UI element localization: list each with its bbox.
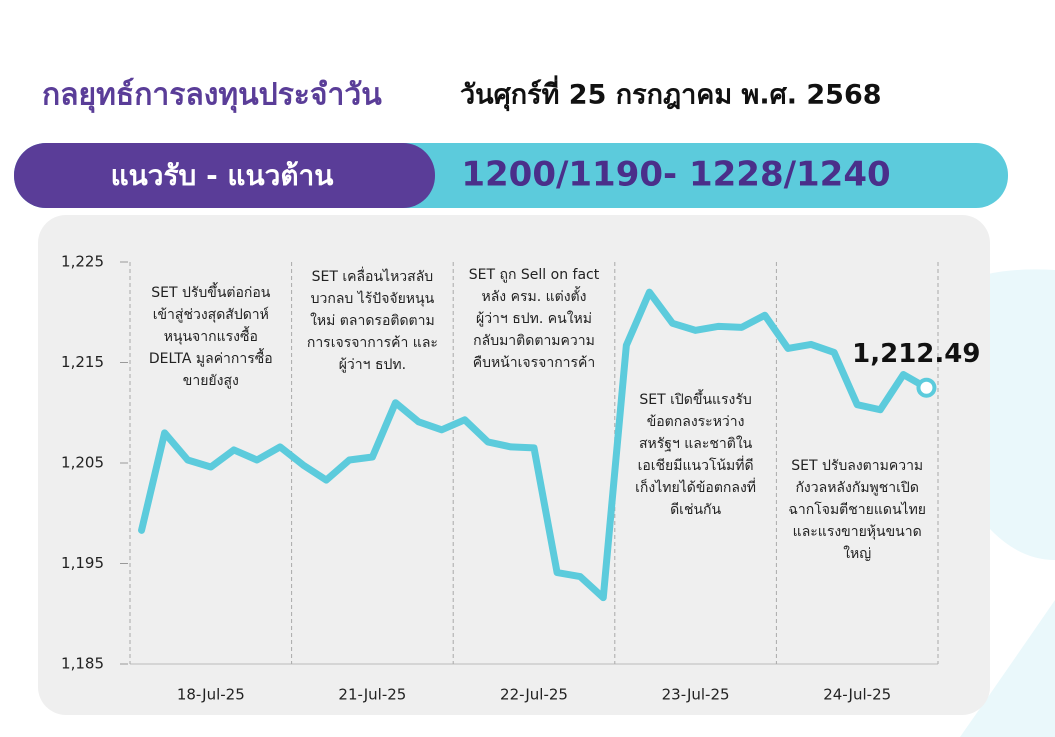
banner-label-bg bbox=[14, 143, 435, 208]
y-tick-label: 1,215 bbox=[61, 353, 104, 371]
annotation: ผู้ว่าฯ ธปท. bbox=[339, 357, 406, 373]
x-tick-label: 18-Jul-25 bbox=[177, 686, 245, 704]
end-marker bbox=[916, 377, 937, 398]
annotation: SET เปิดขึ้นแรงรับ bbox=[639, 389, 751, 408]
x-tick-label: 23-Jul-25 bbox=[662, 686, 730, 704]
annotation: ผู้ว่าฯ ธปท. คนใหม่ bbox=[476, 310, 592, 327]
annotation: เก็งไทยได้ข้อตกลงที่ bbox=[635, 478, 756, 496]
y-tick-label: 1,225 bbox=[61, 253, 104, 271]
annotation: คืบหน้าเจรจาการค้า bbox=[473, 355, 596, 371]
annotation: ใหม่ ตลาดรอติดตาม bbox=[310, 312, 435, 329]
title: กลยุทธ์การลงทุนประจำวัน bbox=[42, 78, 382, 114]
chart-panel bbox=[38, 215, 990, 715]
annotation: ดีเช่นกัน bbox=[670, 502, 721, 518]
annotation: เข้าสู่ช่วงสุดสัปดาห์ bbox=[153, 306, 269, 323]
line bbox=[138, 288, 930, 602]
annotation: SET เคลื่อนไหวสลับ bbox=[312, 267, 434, 285]
y-tick-label: 1,205 bbox=[61, 454, 104, 472]
annotation: SET ปรับขึ้นต่อก่อน bbox=[151, 282, 271, 301]
y-tick-label: 1,185 bbox=[61, 655, 104, 673]
annotation: บวกลบ ไร้ปัจจัยหนุน bbox=[311, 290, 435, 307]
banner-label: แนวรับ - แนวต้าน bbox=[111, 159, 334, 192]
annotation: กลับมาติดตามความ bbox=[473, 333, 595, 349]
annotation: ข้อตกลงระหว่าง bbox=[647, 414, 745, 430]
annotation: เอเชียมีแนวโน้มที่ดี bbox=[638, 456, 754, 474]
x-tick-label: 24-Jul-25 bbox=[823, 686, 891, 704]
annotation: SET ปรับลงตามความ bbox=[791, 458, 923, 474]
annotation: หนุนจากแรงซื้อ bbox=[164, 326, 258, 345]
date: วันศุกร์ที่ 25 กรกฎาคม พ.ศ. 2568 bbox=[460, 75, 882, 112]
annotation: และแรงขายหุ้นขนาด bbox=[793, 524, 922, 540]
annotation: ฉากโจมตีชายแดนไทย bbox=[788, 501, 926, 518]
annotation: หลัง ครม. แต่งตั้ง bbox=[482, 286, 587, 305]
annotation: SET ถูก Sell on fact bbox=[469, 267, 600, 283]
annotation: DELTA มูลค่าการซื้อ bbox=[149, 348, 273, 367]
annotation: สหรัฐฯ และชาติใน bbox=[639, 435, 753, 452]
annotation: การเจรจาการค้า และ bbox=[307, 335, 438, 351]
annotation: ขายยังสูง bbox=[183, 373, 239, 389]
x-tick-label: 21-Jul-25 bbox=[338, 686, 406, 704]
banner-levels: 1200/1190- 1228/1240 bbox=[461, 155, 890, 195]
x-tick-label: 22-Jul-25 bbox=[500, 686, 568, 704]
annotation: ใหญ่ bbox=[843, 545, 871, 562]
bg-shape bbox=[960, 600, 1055, 737]
y-tick-label: 1,195 bbox=[61, 554, 104, 572]
value-label: 1,212.49 bbox=[852, 339, 980, 369]
annotation: กังวลหลังกัมพูชาเปิด bbox=[795, 480, 918, 496]
